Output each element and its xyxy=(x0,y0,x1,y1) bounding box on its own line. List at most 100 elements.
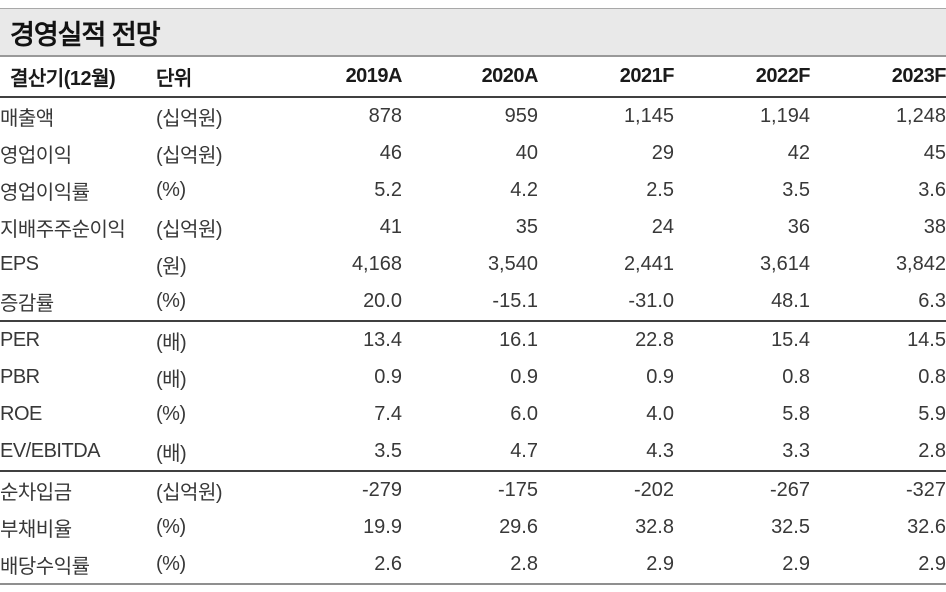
row-unit: (%) xyxy=(156,290,186,312)
row-unit: (십억원) xyxy=(156,145,223,167)
column-header-2023f: 2023F xyxy=(810,57,946,98)
income-statement-group: 매출액 (십억원) 878 959 1,145 1,194 1,248 영업이익… xyxy=(0,97,946,321)
row-label: 증감률 xyxy=(0,293,54,315)
table-row-roe: ROE (%) 7.4 6.0 4.0 5.8 5.9 xyxy=(0,396,946,433)
row-unit: (십억원) xyxy=(156,482,223,504)
row-label: 순차입금 xyxy=(0,482,72,504)
row-label: 매출액 xyxy=(0,108,54,130)
cell-value: 2.6 xyxy=(374,553,402,575)
valuation-group: PER (배) 13.4 16.1 22.8 15.4 14.5 PBR (배)… xyxy=(0,321,946,471)
cell-value: 1,194 xyxy=(759,105,810,127)
cell-value: 48.1 xyxy=(771,290,810,312)
cell-value: 0.9 xyxy=(374,366,402,388)
table-row-operating-profit: 영업이익 (십억원) 46 40 29 42 45 xyxy=(0,135,946,172)
column-header-2022f: 2022F xyxy=(674,57,810,98)
row-unit: (배) xyxy=(156,332,187,354)
cell-value: -175 xyxy=(497,479,538,501)
cell-value: 2.8 xyxy=(918,440,946,462)
row-label: ROE xyxy=(0,403,42,425)
cell-value: 41 xyxy=(379,216,402,238)
cell-value: 3.6 xyxy=(918,179,946,201)
row-unit: (십억원) xyxy=(156,219,223,241)
header-row: 결산기(12월) 단위 2019A 2020A 2021F 2022F 2023… xyxy=(0,57,946,98)
cell-value: 4.3 xyxy=(646,440,674,462)
row-label: 지배주주순이익 xyxy=(0,219,126,241)
row-label: EPS xyxy=(0,253,39,275)
column-header-2021f: 2021F xyxy=(538,57,674,98)
cell-value: 5.2 xyxy=(374,179,402,201)
cell-value: 20.0 xyxy=(363,290,402,312)
row-label: PER xyxy=(0,329,40,351)
cell-value: 24 xyxy=(651,216,674,238)
cell-value: 2.9 xyxy=(918,553,946,575)
column-header-fiscal: 결산기(12월) xyxy=(0,57,156,98)
cell-value: 19.9 xyxy=(363,516,402,538)
column-header-2020a: 2020A xyxy=(402,57,538,98)
cell-value: -267 xyxy=(769,479,810,501)
cell-value: 4.2 xyxy=(510,179,538,201)
cell-value: 1,145 xyxy=(623,105,674,127)
title-band: 경영실적 전망 xyxy=(0,8,946,57)
cell-value: 4.0 xyxy=(646,403,674,425)
cell-value: 3.5 xyxy=(374,440,402,462)
cell-value: -279 xyxy=(361,479,402,501)
cell-value: 6.0 xyxy=(510,403,538,425)
cell-value: 2.9 xyxy=(646,553,674,575)
cell-value: 14.5 xyxy=(907,329,946,351)
cell-value: 2.5 xyxy=(646,179,674,201)
column-header-2019a: 2019A xyxy=(266,57,402,98)
cell-value: 3,842 xyxy=(895,253,946,275)
cell-value: 878 xyxy=(368,105,402,127)
balance-sheet-group: 순차입금 (십억원) -279 -175 -202 -267 -327 부채비율… xyxy=(0,471,946,584)
cell-value: 40 xyxy=(515,142,538,164)
cell-value: 2.9 xyxy=(782,553,810,575)
cell-value: 15.4 xyxy=(771,329,810,351)
row-label: PBR xyxy=(0,366,40,388)
row-unit: (%) xyxy=(156,179,186,201)
cell-value: 5.9 xyxy=(918,403,946,425)
table-row-net-debt: 순차입금 (십억원) -279 -175 -202 -267 -327 xyxy=(0,471,946,509)
row-unit: (%) xyxy=(156,516,186,538)
cell-value: 22.8 xyxy=(635,329,674,351)
cell-value: 32.6 xyxy=(907,516,946,538)
cell-value: -327 xyxy=(905,479,946,501)
cell-value: 1,248 xyxy=(895,105,946,127)
table-row-eps-growth: 증감률 (%) 20.0 -15.1 -31.0 48.1 6.3 xyxy=(0,283,946,321)
cell-value: 29.6 xyxy=(499,516,538,538)
cell-value: 0.9 xyxy=(646,366,674,388)
row-unit: (십억원) xyxy=(156,108,223,130)
cell-value: 959 xyxy=(504,105,538,127)
cell-value: 7.4 xyxy=(374,403,402,425)
cell-value: 4,168 xyxy=(351,253,402,275)
row-unit: (%) xyxy=(156,403,186,425)
table-row-pbr: PBR (배) 0.9 0.9 0.9 0.8 0.8 xyxy=(0,359,946,396)
cell-value: 3,540 xyxy=(487,253,538,275)
cell-value: -31.0 xyxy=(628,290,674,312)
row-unit: (%) xyxy=(156,553,186,575)
cell-value: 32.5 xyxy=(771,516,810,538)
cell-value: 46 xyxy=(379,142,402,164)
cell-value: 3.3 xyxy=(782,440,810,462)
cell-value: 0.8 xyxy=(918,366,946,388)
row-unit: (원) xyxy=(156,256,187,278)
cell-value: 3,614 xyxy=(759,253,810,275)
cell-value: 2,441 xyxy=(623,253,674,275)
cell-value: 0.9 xyxy=(510,366,538,388)
cell-value: 13.4 xyxy=(363,329,402,351)
table-row-eps: EPS (원) 4,168 3,540 2,441 3,614 3,842 xyxy=(0,246,946,283)
cell-value: 38 xyxy=(923,216,946,238)
cell-value: 5.8 xyxy=(782,403,810,425)
cell-value: -15.1 xyxy=(492,290,538,312)
row-label: 영업이익 xyxy=(0,145,72,167)
table-row-operating-margin: 영업이익률 (%) 5.2 4.2 2.5 3.5 3.6 xyxy=(0,172,946,209)
table-row-per: PER (배) 13.4 16.1 22.8 15.4 14.5 xyxy=(0,321,946,359)
cell-value: 16.1 xyxy=(499,329,538,351)
cell-value: 3.5 xyxy=(782,179,810,201)
cell-value: 42 xyxy=(787,142,810,164)
cell-value: 6.3 xyxy=(918,290,946,312)
row-unit: (배) xyxy=(156,443,187,465)
row-unit: (배) xyxy=(156,369,187,391)
row-label: 영업이익률 xyxy=(0,182,90,204)
page-title: 경영실적 전망 xyxy=(10,19,161,50)
